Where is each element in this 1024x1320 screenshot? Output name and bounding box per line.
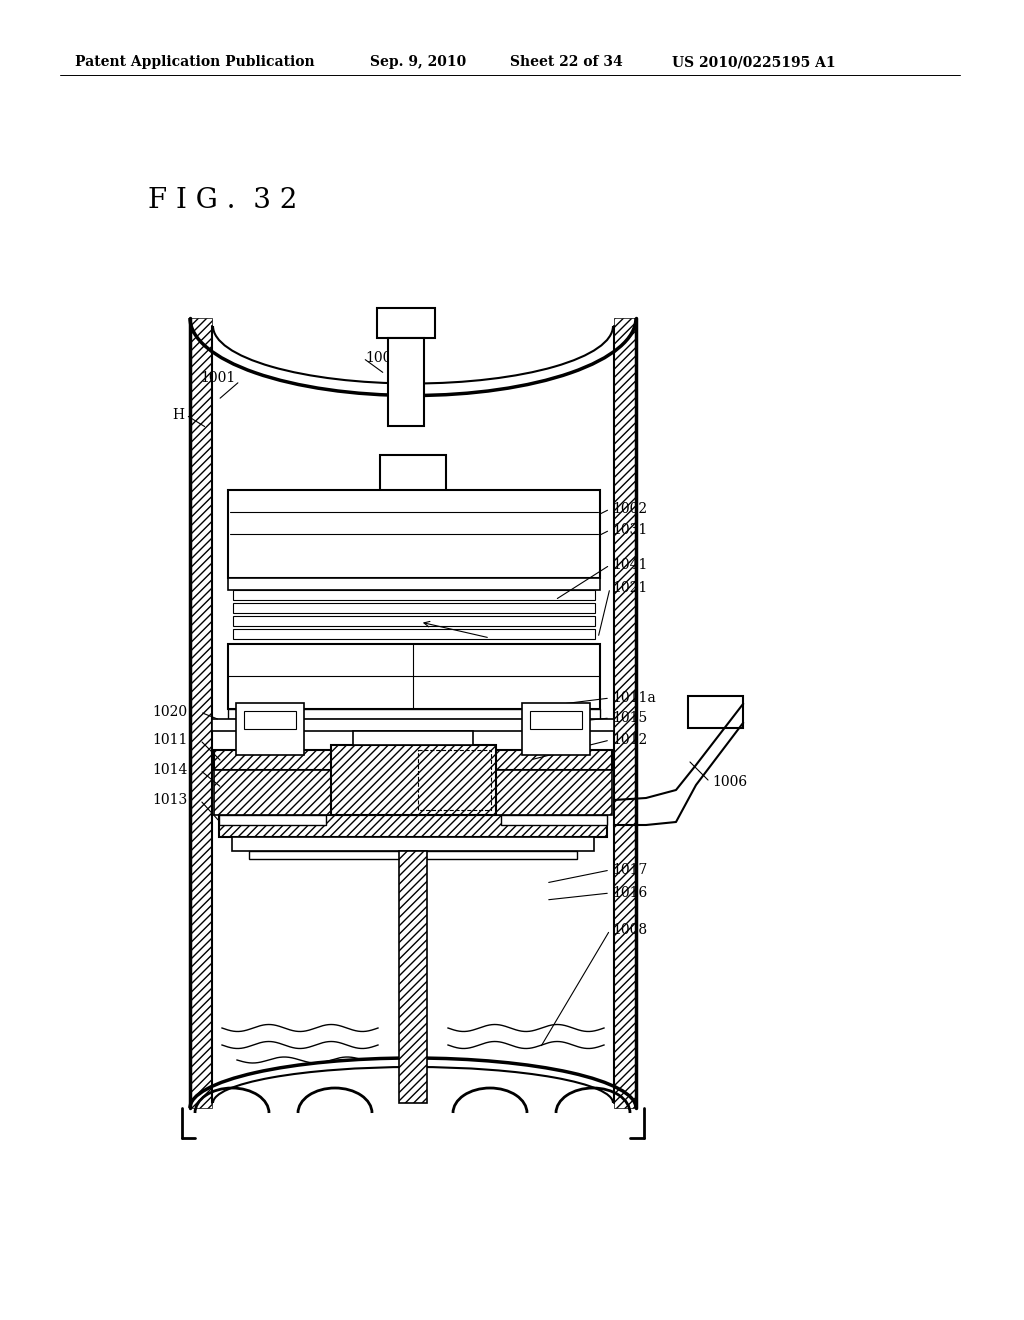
- Bar: [214, 750, 612, 770]
- Bar: [530, 711, 582, 729]
- Text: 1011: 1011: [152, 733, 187, 747]
- Text: Patent Application Publication: Patent Application Publication: [75, 55, 314, 69]
- Text: 1002: 1002: [612, 502, 647, 516]
- Text: 1015: 1015: [612, 711, 647, 725]
- Bar: [233, 616, 595, 626]
- Bar: [496, 770, 612, 814]
- Text: 1008: 1008: [612, 923, 647, 937]
- Text: H: H: [172, 408, 184, 422]
- Bar: [501, 814, 607, 825]
- Text: 1021: 1021: [612, 581, 647, 595]
- Bar: [236, 704, 304, 755]
- Bar: [190, 318, 212, 1107]
- Bar: [353, 731, 473, 744]
- Bar: [214, 770, 331, 814]
- Bar: [219, 814, 326, 825]
- Bar: [522, 704, 590, 755]
- Bar: [228, 490, 600, 578]
- Text: 1007: 1007: [365, 351, 400, 366]
- Bar: [249, 851, 577, 859]
- Bar: [614, 318, 636, 1107]
- Bar: [377, 308, 435, 338]
- Text: F I G .  3 2: F I G . 3 2: [148, 186, 297, 214]
- Text: 1041: 1041: [612, 558, 647, 572]
- Text: US 2010/0225195 A1: US 2010/0225195 A1: [672, 55, 836, 69]
- Bar: [233, 603, 595, 612]
- Text: 1014: 1014: [152, 763, 187, 777]
- Bar: [380, 455, 446, 491]
- Bar: [228, 578, 600, 590]
- Bar: [418, 750, 490, 810]
- Bar: [232, 837, 594, 851]
- Bar: [388, 338, 424, 426]
- Bar: [228, 709, 600, 719]
- Text: 1011a: 1011a: [612, 690, 655, 705]
- Bar: [233, 630, 595, 639]
- Bar: [399, 851, 427, 1104]
- Text: 1016: 1016: [612, 886, 647, 900]
- Text: Sep. 9, 2010: Sep. 9, 2010: [370, 55, 466, 69]
- Text: 1020: 1020: [152, 705, 187, 719]
- Bar: [228, 644, 600, 709]
- Text: 1031: 1031: [612, 523, 647, 537]
- Bar: [244, 711, 296, 729]
- Text: 1001: 1001: [200, 371, 236, 385]
- Bar: [219, 814, 607, 837]
- Text: 1006: 1006: [712, 775, 748, 789]
- Text: Sheet 22 of 34: Sheet 22 of 34: [510, 55, 623, 69]
- Bar: [212, 719, 614, 731]
- Bar: [233, 590, 595, 601]
- Bar: [688, 696, 743, 729]
- Bar: [331, 744, 496, 814]
- Text: 1012: 1012: [612, 733, 647, 747]
- Text: 1013: 1013: [152, 793, 187, 807]
- Text: 1017: 1017: [612, 863, 647, 876]
